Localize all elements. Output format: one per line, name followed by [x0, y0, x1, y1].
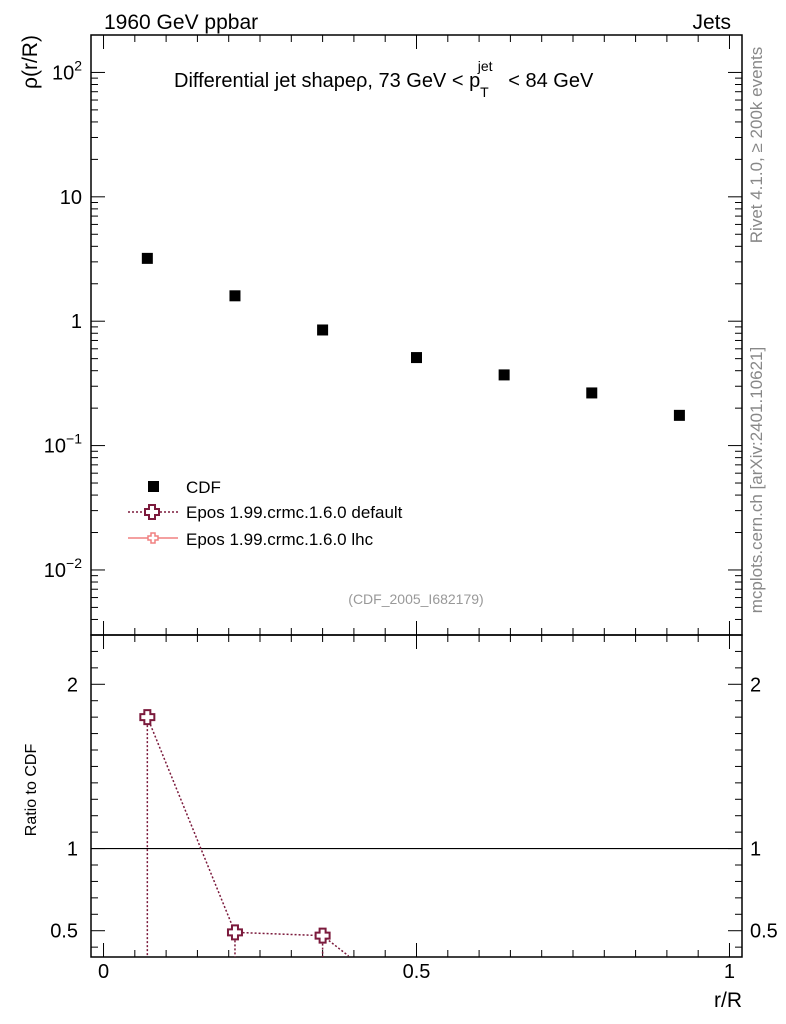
- y-tick-label-ratio-right: 1: [750, 839, 761, 861]
- y-tick-label-ratio-left: 1: [67, 839, 78, 861]
- chart-title-main: Differential jet shapeρ, 73 GeV < p: [174, 70, 480, 92]
- legend-label-default: Epos 1.99.crmc.1.6.0 default: [186, 503, 403, 522]
- cdf-point: [586, 387, 598, 399]
- y-tick-label-main: 102: [52, 57, 82, 84]
- data-marks: [139, 252, 685, 944]
- y-tick-label-ratio-left: 0.5: [50, 921, 78, 943]
- y-tick-label-ratio-right: 0.5: [750, 921, 778, 943]
- chart-title-tail: < 84 GeV: [508, 70, 594, 92]
- y-tick-label-main: 1: [71, 311, 82, 333]
- cdf-point: [141, 252, 153, 264]
- side-text-top: Rivet 4.1.0, ≥ 200k events: [747, 47, 766, 243]
- y-tick-label-ratio-right: 2: [750, 674, 761, 696]
- cdf-point: [673, 409, 685, 421]
- side-text-bottom: mcplots.cern.ch [arXiv:2401.10621]: [747, 347, 766, 613]
- cdf-point: [317, 324, 329, 336]
- epos-default-ratio-point: [226, 924, 243, 941]
- cdf-point: [229, 290, 241, 302]
- legend-label-cdf: CDF: [186, 478, 221, 497]
- y-tick-label-main: 10−1: [44, 431, 82, 458]
- epos-default-ratio-point: [139, 709, 156, 726]
- x-axis-label: r/R: [714, 989, 742, 1012]
- epos-default-ratio-line: [146, 716, 350, 957]
- header-right: Jets: [692, 11, 731, 34]
- axis-ticks: 0 0.5 1 10−2 10−1 1 10 102 0.5 0.5 1 1 2 2: [44, 34, 778, 983]
- chart-title-sup: jet: [477, 58, 493, 74]
- header-left: 1960 GeV ppbar: [104, 11, 258, 34]
- series-lines: [91, 716, 742, 957]
- epos-default-ratio-point: [314, 927, 331, 944]
- legend-marker-lhc: [147, 532, 159, 544]
- legend-marker-default: [144, 504, 160, 520]
- y-tick-label-main: 10−2: [44, 555, 82, 582]
- chart-title: Differential jet shapeρ, 73 GeV < p jet …: [174, 54, 594, 102]
- x-tick-label: 0.5: [403, 961, 431, 983]
- legend-marker-cdf: [148, 481, 159, 492]
- analysis-watermark: (CDF_2005_I682179): [348, 591, 483, 607]
- cdf-point: [411, 352, 422, 364]
- y-tick-label-ratio-left: 2: [67, 674, 78, 696]
- y-axis-label-ratio: Ratio to CDF: [23, 744, 40, 837]
- chart-title-sub: T: [480, 84, 489, 100]
- y-axis-label-main: ρ(r/R): [19, 35, 42, 89]
- x-tick-label: 0: [98, 961, 109, 983]
- ratio-plot-frame: [90, 634, 743, 958]
- legend: CDF Epos 1.99.crmc.1.6.0 default Epos 1.…: [128, 478, 403, 549]
- cdf-point: [498, 369, 510, 381]
- legend-label-lhc: Epos 1.99.crmc.1.6.0 lhc: [186, 530, 374, 549]
- y-tick-label-main: 10: [60, 187, 82, 209]
- x-tick-label: 1: [724, 961, 735, 983]
